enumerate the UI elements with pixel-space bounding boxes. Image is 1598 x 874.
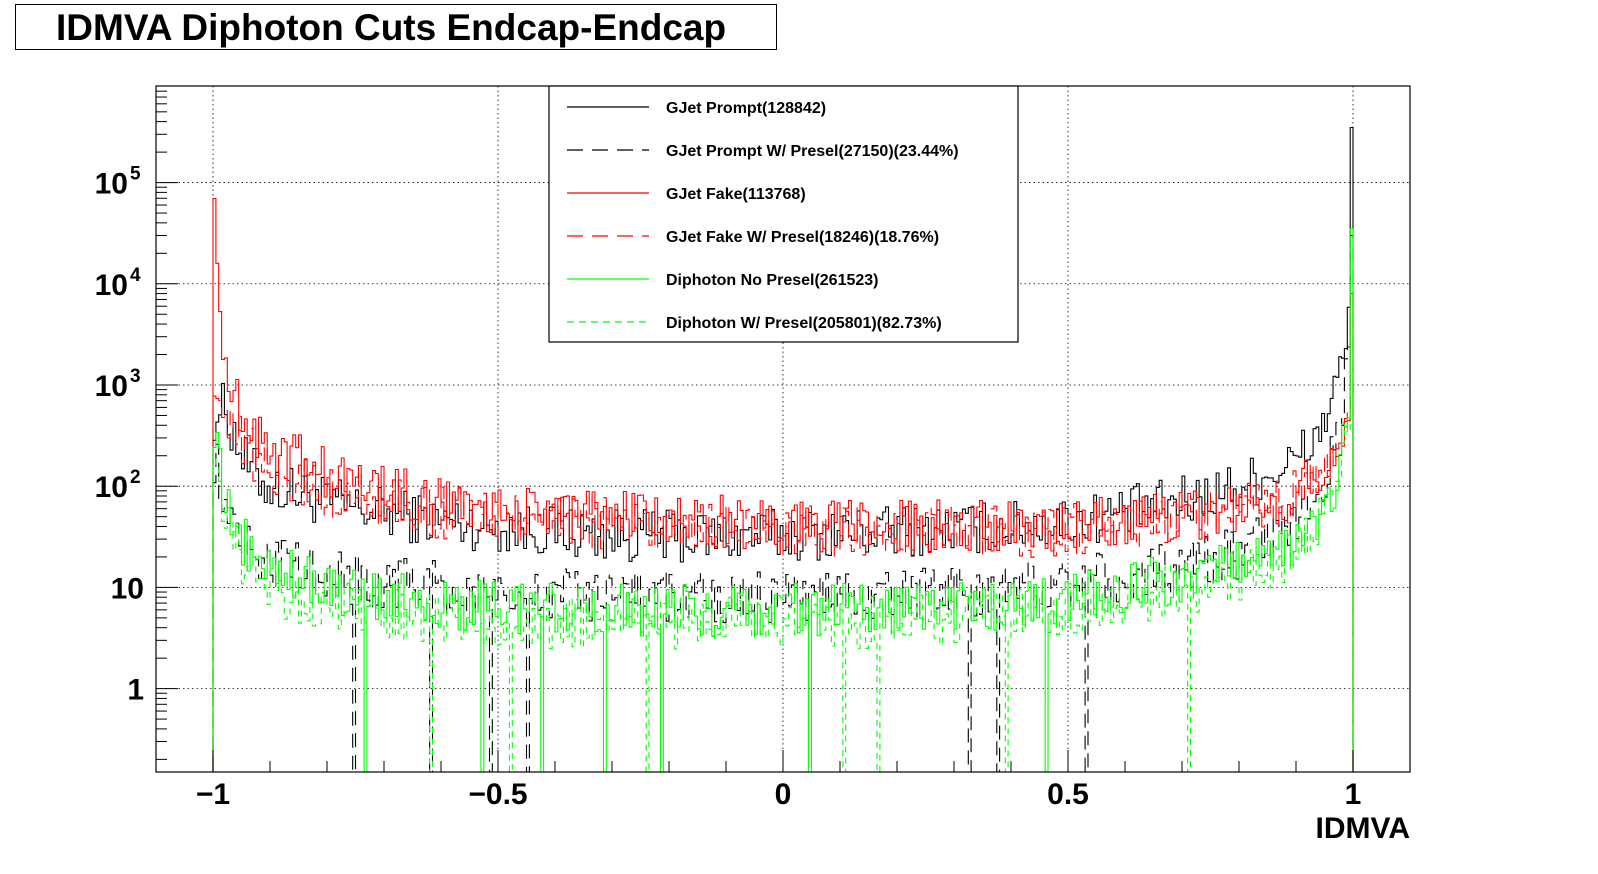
y-tick-base: 10: [95, 471, 128, 504]
series-line: [212, 228, 1354, 773]
y-tick-exponent: 3: [130, 366, 141, 387]
y-tick-base: 10: [111, 572, 144, 605]
title-box: IDMVA Diphoton Cuts Endcap-Endcap: [15, 4, 777, 50]
x-tick-label: 1: [1345, 778, 1362, 811]
x-tick-label: −1: [196, 778, 230, 811]
series-line: [212, 234, 1354, 773]
y-tick-label: 10 4: [95, 265, 141, 302]
series-line: [212, 298, 1354, 772]
chart-title: IDMVA Diphoton Cuts Endcap-Endcap: [56, 7, 727, 48]
x-tick-labels: −1 −0.5 0 0.5 1: [196, 778, 1361, 811]
y-tick-label: 10: [111, 572, 144, 605]
legend-box: [548, 85, 1019, 343]
x-tick-label: 0.5: [1047, 778, 1089, 811]
series-layer: [212, 126, 1354, 773]
y-tick-base: 10: [95, 168, 128, 201]
y-tick-label: 10 3: [95, 366, 141, 403]
axis-ticks: [155, 85, 1411, 772]
legend: GJet Prompt(128842) GJet Prompt W/ Presel…: [548, 85, 1019, 343]
x-tick-label: 0: [775, 778, 792, 811]
y-tick-base: 1: [127, 674, 144, 707]
legend-entry: GJet Fake W/ Presel(18246)(18.76%): [666, 229, 939, 246]
y-tick-base: 10: [95, 269, 128, 302]
y-tick-exponent: 2: [130, 467, 141, 488]
y-tick-label: 10 5: [95, 164, 141, 201]
series-line: [212, 198, 1354, 772]
y-tick-label: 10 2: [95, 467, 141, 504]
y-tick-exponent: 5: [130, 164, 141, 185]
x-tick-label: −0.5: [468, 778, 527, 811]
legend-entry: GJet Prompt W/ Presel(27150)(23.44%): [666, 143, 959, 160]
x-axis-label: IDMVA: [1316, 812, 1410, 845]
y-tick-base: 10: [95, 370, 128, 403]
legend-entry: GJet Prompt(128842): [666, 100, 826, 117]
legend-entry: Diphoton No Presel(261523): [666, 272, 879, 289]
series-line: [212, 234, 1354, 773]
legend-entry: Diphoton W/ Presel(205801)(82.73%): [666, 315, 942, 332]
legend-entry: GJet Fake(113768): [666, 186, 806, 203]
y-tick-exponent: 4: [130, 265, 141, 286]
y-tick-label: 1: [127, 674, 144, 707]
